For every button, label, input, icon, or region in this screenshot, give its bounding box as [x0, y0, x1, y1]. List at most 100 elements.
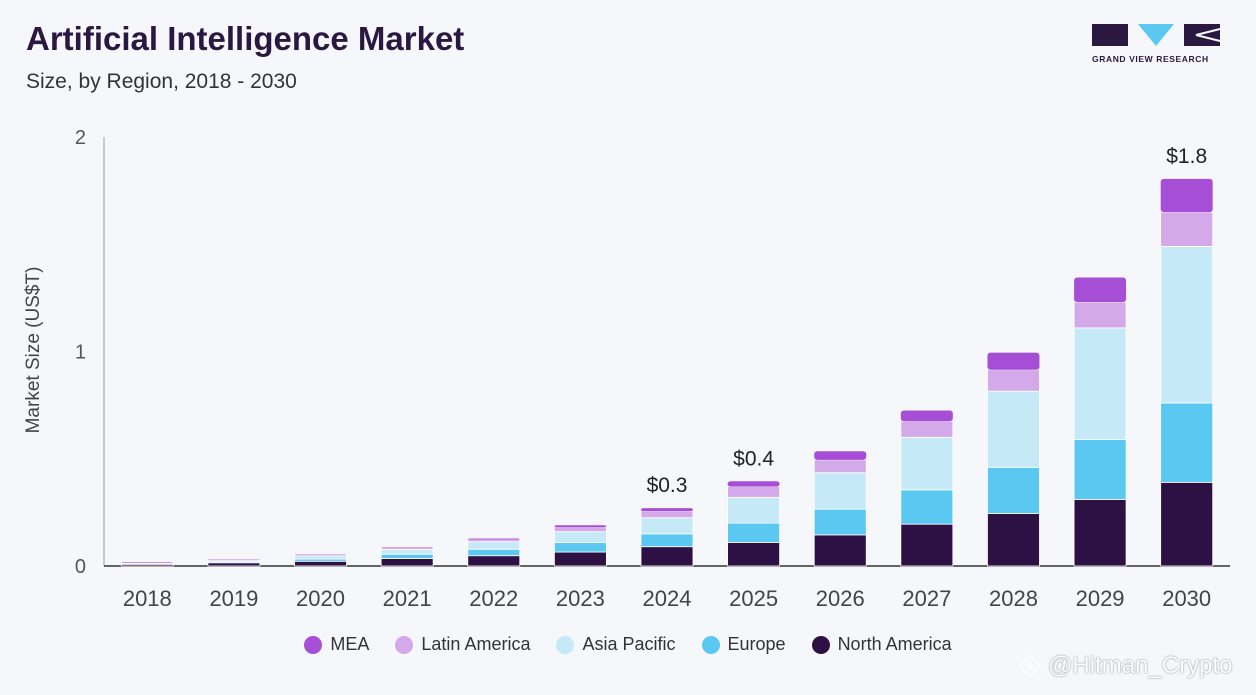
bar-2027-asia-pacific — [900, 436, 954, 491]
bar-stack-2025 — [727, 481, 781, 567]
bar-2030-asia-pacific — [1160, 245, 1214, 404]
bar-2029-north-america — [1073, 499, 1127, 567]
bar-2026-north-america — [813, 534, 867, 567]
grand-view-research-logo — [1092, 24, 1221, 46]
bar-stack-2022 — [467, 538, 521, 567]
bar-2023-mea — [554, 525, 607, 528]
legend-swatch — [556, 635, 575, 654]
chart-subtitle: Size, by Region, 2018 - 2030 — [26, 70, 297, 93]
legend-label: Asia Pacific — [582, 634, 676, 654]
bar-stack-2021 — [380, 547, 434, 567]
bar-2025-north-america — [727, 542, 781, 567]
bar-2022-europe — [467, 548, 521, 557]
x-tick-label: 2024 — [643, 586, 692, 611]
x-tick-label: 2021 — [383, 586, 432, 611]
bar-2025-europe — [727, 522, 781, 543]
bar-2029-asia-pacific — [1073, 327, 1127, 440]
legend-swatch — [304, 635, 323, 654]
x-tick-label: 2018 — [123, 586, 172, 611]
bar-2020-mea — [294, 554, 347, 556]
bar-2019-mea — [207, 559, 260, 561]
bar-2027-north-america — [900, 523, 954, 567]
x-tick-label: 2020 — [296, 586, 345, 611]
bar-2023-north-america — [553, 551, 607, 567]
legend-item-latin-america[interactable]: Latin America — [395, 634, 530, 655]
watermark: @Hitman_Crypto — [1018, 652, 1232, 680]
x-tick-label: 2029 — [1076, 586, 1125, 611]
logo-text: GRAND VIEW RESEARCH — [1092, 54, 1209, 64]
legend-swatch — [701, 635, 720, 654]
x-tick-label: 2026 — [816, 586, 865, 611]
bar-stack-2030 — [1160, 178, 1214, 567]
legend-swatch — [395, 635, 414, 654]
legend-item-mea[interactable]: MEA — [304, 634, 369, 655]
y-tick-label: 1 — [75, 342, 86, 364]
bar-stack-2029 — [1073, 277, 1127, 567]
bar-2028-europe — [987, 466, 1040, 514]
bar-2023-europe — [553, 542, 607, 553]
bar-2026-mea — [814, 451, 867, 460]
legend-item-asia-pacific[interactable]: Asia Pacific — [556, 634, 676, 655]
bar-2022-north-america — [467, 555, 521, 567]
bar-2029-europe — [1073, 439, 1127, 500]
y-tick-label: 0 — [75, 556, 86, 578]
bar-2027-europe — [900, 489, 954, 525]
bar-2021-asia-pacific — [380, 549, 434, 555]
watermark-logo-icon — [1018, 654, 1042, 678]
x-tick-label: 2028 — [989, 586, 1038, 611]
bar-2024-mea — [641, 508, 693, 512]
legend-swatch — [811, 635, 830, 654]
bar-2030-latin-america — [1160, 211, 1214, 247]
bar-stack-2023 — [553, 525, 607, 567]
watermark-text: @Hitman_Crypto — [1048, 652, 1233, 679]
bar-2021-north-america — [380, 558, 434, 567]
bar-2023-asia-pacific — [553, 531, 607, 543]
bar-2030-europe — [1160, 402, 1214, 483]
bar-2027-mea — [900, 410, 953, 422]
bar-2022-mea — [467, 538, 520, 540]
bar-2029-mea — [1074, 277, 1127, 303]
bar-stack-2024 — [640, 508, 694, 567]
x-tick-label: 2022 — [469, 586, 518, 611]
bar-2025-mea — [727, 481, 780, 487]
bar-stack-2027 — [900, 410, 954, 567]
data-label-2030: $1.8 — [1166, 145, 1207, 168]
bar-stack-2018 — [120, 562, 174, 567]
chart-title: Artificial Intelligence Market — [26, 20, 465, 57]
bar-2018-mea — [121, 562, 174, 563]
bar-2024-north-america — [640, 546, 694, 567]
bar-2028-north-america — [987, 513, 1040, 567]
legend-label: Europe — [727, 634, 786, 654]
bar-2027-latin-america — [900, 420, 954, 438]
legend-label: Latin America — [421, 634, 531, 654]
x-tick-label: 2030 — [1162, 586, 1211, 611]
legend-label: North America — [837, 634, 952, 654]
bar-2028-mea — [987, 352, 1040, 370]
bar-2026-europe — [813, 508, 867, 536]
bar-2023-latin-america — [553, 526, 607, 533]
bar-2026-asia-pacific — [813, 472, 867, 510]
bar-2025-asia-pacific — [727, 496, 781, 524]
bar-2024-europe — [640, 533, 694, 548]
chart-legend: MEA Latin America Asia Pacific Europe North … — [0, 634, 1256, 655]
bar-2021-latin-america — [380, 547, 434, 550]
bar-stack-2019 — [207, 559, 261, 567]
bar-2028-latin-america — [987, 369, 1040, 392]
bar-2024-latin-america — [640, 510, 694, 519]
legend-item-north-america[interactable]: North America — [811, 634, 952, 655]
bar-2030-mea — [1160, 178, 1213, 213]
bar-2028-asia-pacific — [987, 390, 1040, 468]
bar-stack-2020 — [294, 554, 347, 567]
legend-label: MEA — [330, 634, 370, 654]
bar-2026-latin-america — [813, 459, 867, 474]
bar-2022-asia-pacific — [467, 541, 521, 550]
bar-2022-latin-america — [467, 539, 521, 543]
bar-2019-north-america — [207, 562, 261, 567]
bar-2024-asia-pacific — [640, 517, 694, 535]
bar-2030-north-america — [1160, 481, 1214, 567]
legend-item-europe[interactable]: Europe — [701, 634, 786, 655]
x-tick-label: 2025 — [729, 586, 778, 611]
x-tick-label: 2027 — [902, 586, 951, 611]
x-tick-label: 2019 — [209, 586, 258, 611]
x-tick-label: 2023 — [556, 586, 605, 611]
